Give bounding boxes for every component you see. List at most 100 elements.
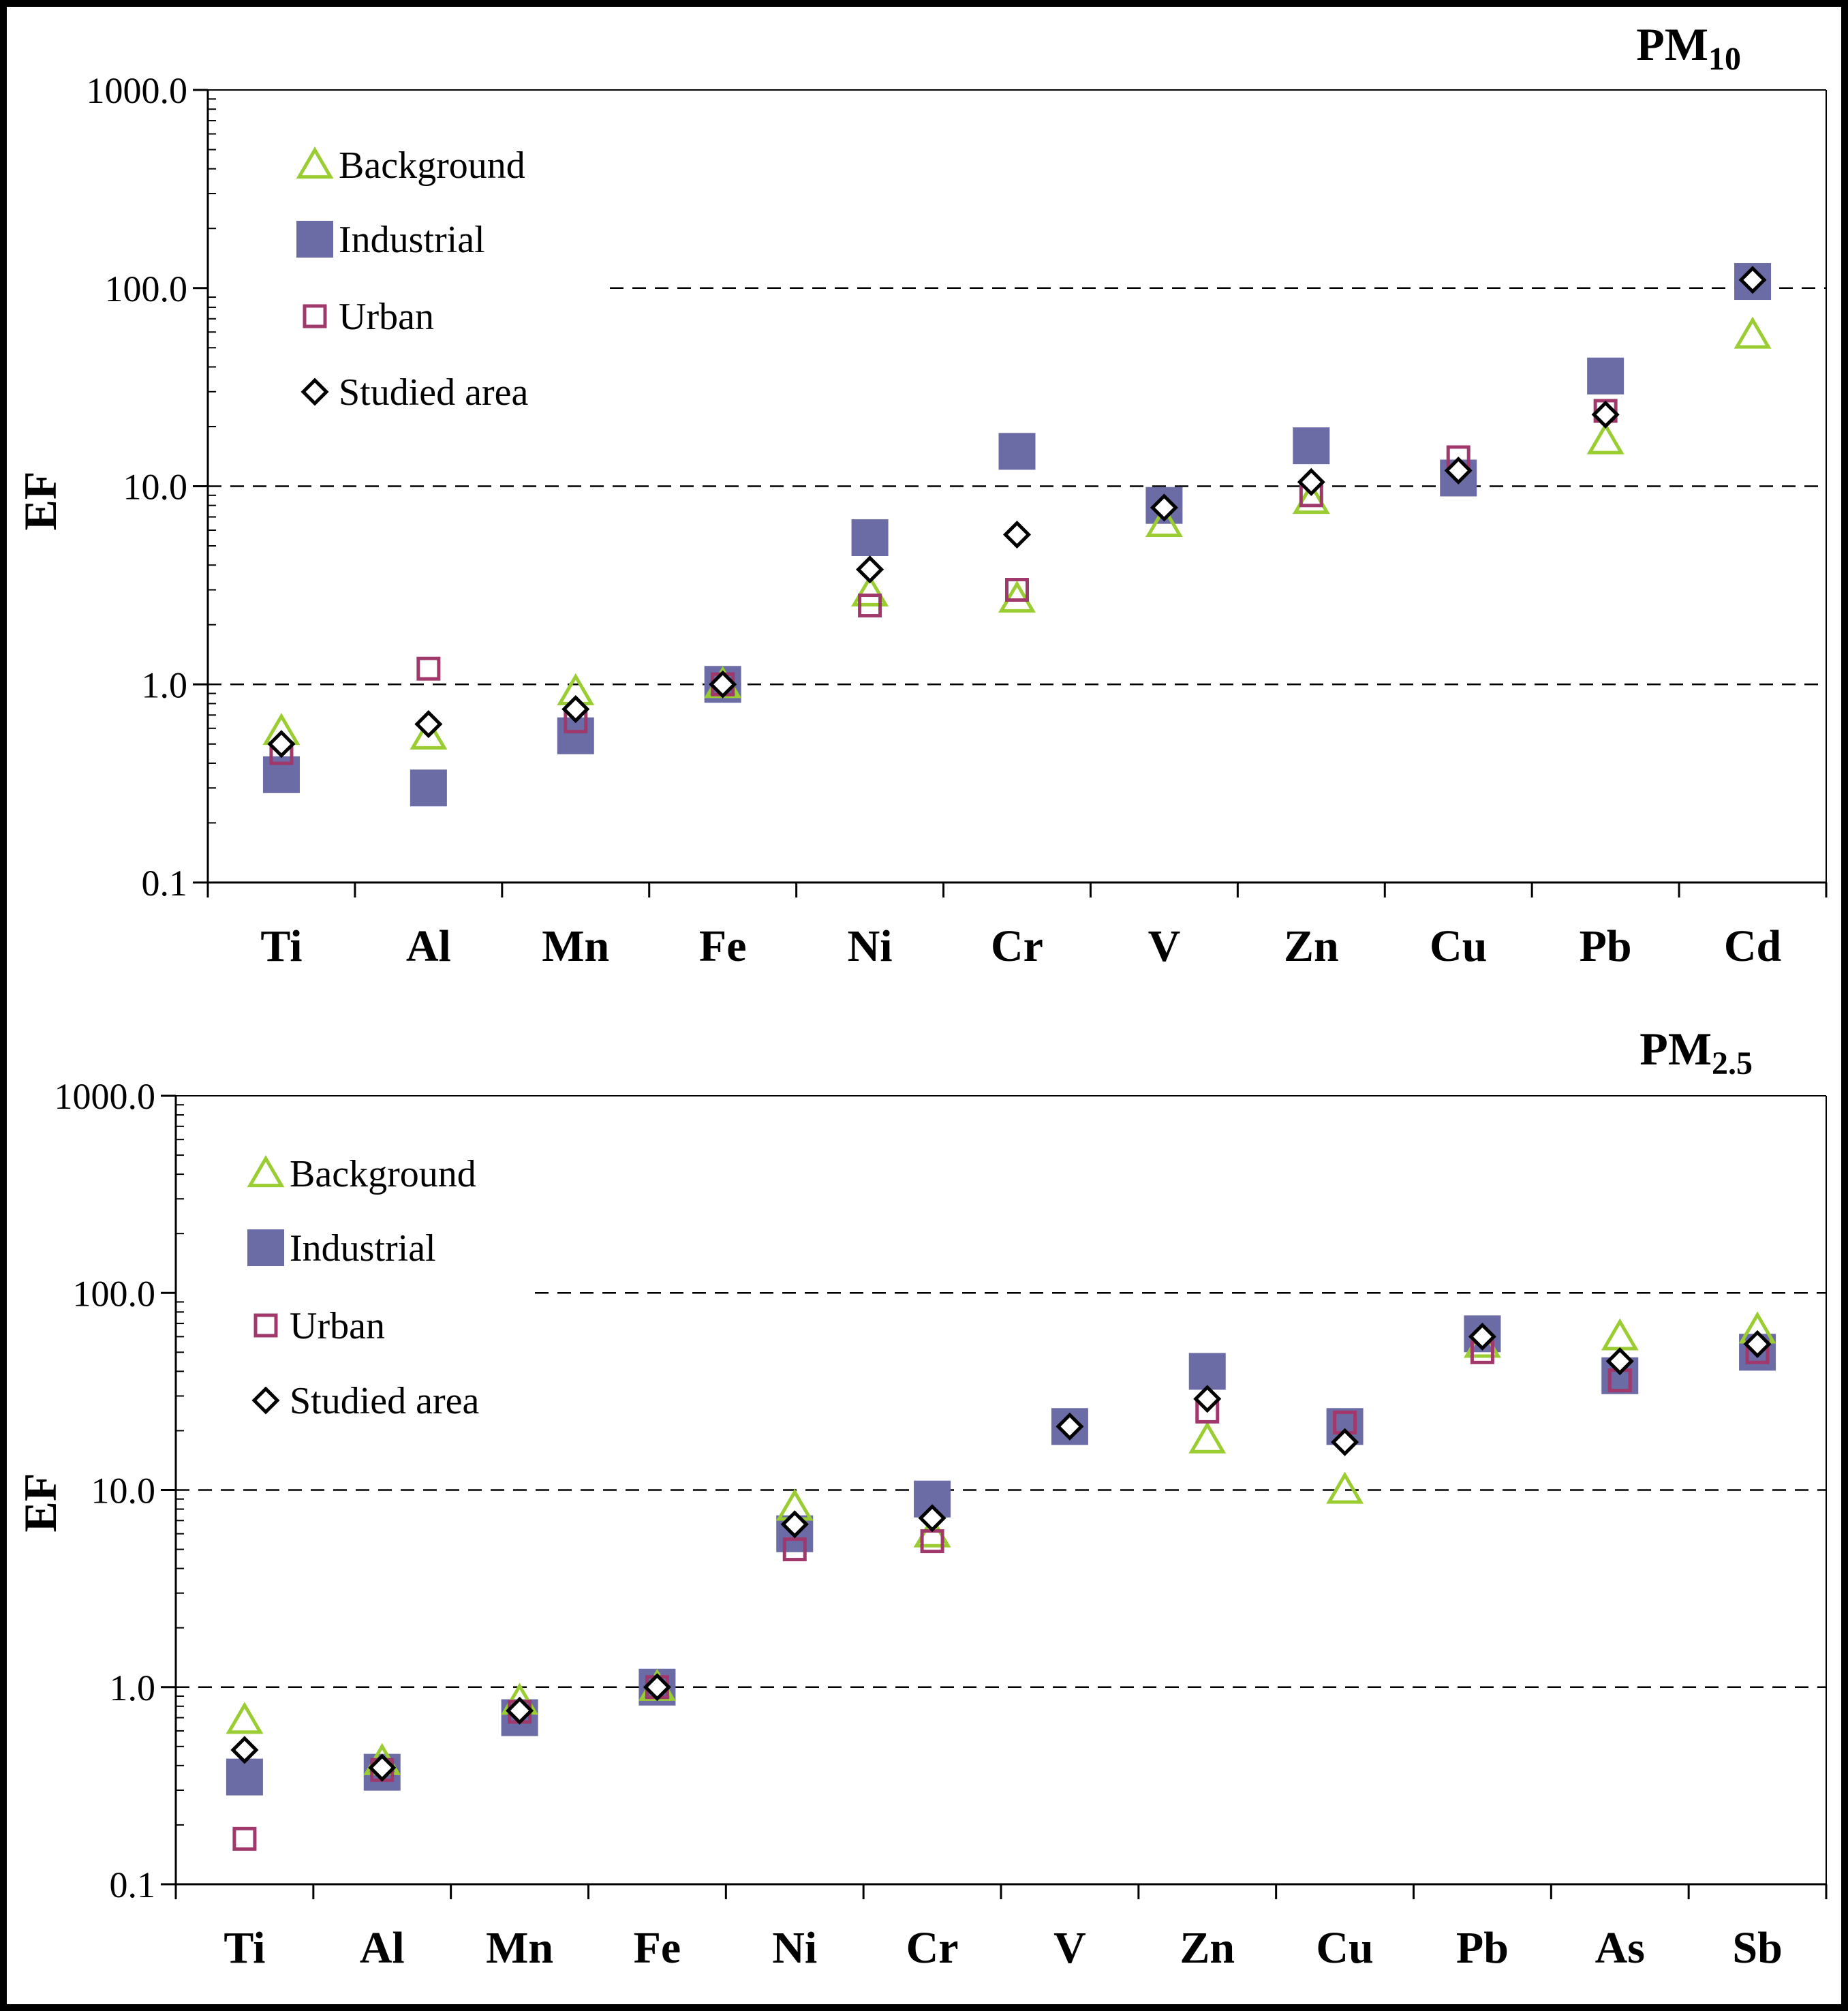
gridlines	[176, 1292, 1826, 1688]
marker-studied-area-ti	[267, 730, 296, 758]
marker-industrial-zn	[1293, 427, 1330, 465]
x-tick-label: Pb	[1456, 1923, 1509, 1973]
marker-studied-area-al	[368, 1753, 397, 1782]
x-tick-label: Sb	[1732, 1923, 1782, 1973]
marker-studied-area-ni	[856, 555, 884, 584]
marker-background-al	[410, 717, 448, 750]
marker-studied-area-mn	[506, 1696, 534, 1725]
legend-label-urban: Urban	[290, 1305, 385, 1347]
gridlines	[208, 287, 1826, 686]
legend-marker-industrial	[247, 1229, 284, 1266]
chart-title: PM2.5	[1639, 1023, 1753, 1081]
x-tick-label: V	[1053, 1923, 1086, 1973]
marker-studied-area-ti	[230, 1736, 259, 1764]
legend-label-background: Background	[290, 1153, 476, 1195]
legend-label-urban: Urban	[339, 296, 434, 338]
marker-background-ti	[226, 1702, 264, 1734]
x-tick-label: Ti	[224, 1923, 265, 1973]
marker-urban-ni	[858, 594, 882, 618]
marker-background-zn	[1188, 1421, 1227, 1454]
y-tick-label: 100.0	[105, 268, 188, 309]
marker-industrial-mn	[557, 717, 594, 754]
y-axis: 1000.0 100.0 10.0 1.0 0.1	[55, 1076, 1827, 1905]
y-tick-label: 0.1	[142, 863, 188, 904]
marker-studied-area-zn	[1297, 467, 1325, 496]
x-tick-label: Cr	[991, 921, 1043, 971]
marker-studied-area-as	[1605, 1347, 1634, 1376]
marker-studied-area-pb	[1591, 400, 1620, 429]
x-tick-label: Cu	[1316, 1923, 1373, 1973]
x-tick-label: Al	[406, 921, 451, 971]
x-tick-label: Ni	[848, 921, 893, 971]
x-tick-label: Zn	[1284, 921, 1339, 971]
marker-background-ni	[851, 574, 889, 607]
legend-label-industrial: Industrial	[290, 1227, 436, 1270]
marker-studied-area-fe	[643, 1673, 671, 1702]
x-axis: Ti Al Mn Fe Ni Cr V Zn Cu Pb As Sb	[174, 1883, 1828, 1973]
y-tick-label: 1000.0	[55, 1076, 156, 1117]
legend-marker-studied-area	[301, 378, 329, 406]
marker-background-cr	[998, 580, 1036, 613]
y-tick-label: 10.0	[91, 1471, 156, 1511]
y-axis: 1000.0 100.0 10.0 1.0 0.1	[87, 70, 1827, 904]
y-tick-label: 1.0	[110, 1668, 156, 1708]
marker-industrial-pb	[1587, 357, 1624, 395]
marker-studied-area-zn	[1193, 1385, 1222, 1413]
marker-background-pb	[1586, 422, 1624, 455]
chart-title: PM10	[1636, 18, 1741, 77]
marker-background-zn	[1292, 482, 1330, 515]
y-axis-label: EF	[14, 1473, 66, 1533]
chart-panel-pm2-5: PM2.5 1000.0 100.0 10.0 1.0 0.1 Ti Al Mn Fe Ni Cr…	[14, 1023, 1828, 1973]
x-tick-label: Pb	[1580, 921, 1632, 971]
data-markers	[226, 1311, 1776, 1851]
y-tick-label: 0.1	[110, 1864, 156, 1905]
data-markers	[262, 263, 1772, 807]
y-tick-label: 1.0	[142, 664, 188, 705]
legend-marker-background	[296, 147, 334, 179]
x-tick-label: Ni	[772, 1923, 817, 1973]
marker-studied-area-ni	[780, 1510, 809, 1539]
legend-label-background: Background	[339, 144, 525, 187]
legend-marker-industrial	[296, 221, 333, 258]
marker-urban-cr	[1005, 578, 1029, 602]
marker-studied-area-cr	[1002, 520, 1032, 549]
x-tick-label: Ti	[260, 921, 302, 971]
legend-label-industrial: Industrial	[339, 219, 485, 261]
legend-marker-urban	[303, 304, 327, 328]
y-tick-label: 100.0	[73, 1273, 156, 1314]
marker-studied-area-pb	[1468, 1322, 1496, 1351]
marker-studied-area-sb	[1743, 1330, 1772, 1358]
marker-studied-area-mn	[561, 695, 590, 724]
marker-studied-area-al	[414, 710, 443, 739]
marker-studied-area-v	[1056, 1412, 1084, 1441]
x-tick-label: Cr	[906, 1923, 959, 1973]
chart-title-subscript: 2.5	[1712, 1045, 1753, 1081]
x-tick-label: V	[1148, 921, 1181, 971]
marker-urban-ti	[232, 1826, 257, 1851]
y-tick-label: 10.0	[123, 467, 188, 508]
x-tick-label: Cu	[1430, 921, 1487, 971]
y-tick-label: 1000.0	[87, 70, 188, 111]
x-tick-label: Fe	[699, 921, 747, 971]
marker-studied-area-v	[1150, 493, 1178, 522]
legend: Background Industrial Urban Studied area	[247, 1153, 479, 1422]
legend: Background Industrial Urban Studied area	[296, 144, 528, 414]
legend-label-studied-area: Studied area	[290, 1380, 479, 1422]
x-tick-label: Cd	[1724, 921, 1781, 971]
marker-industrial-ni	[851, 519, 889, 556]
marker-background-cu	[1326, 1471, 1364, 1504]
marker-urban-ni	[782, 1537, 807, 1562]
marker-industrial-al	[410, 769, 447, 807]
legend-marker-studied-area	[251, 1386, 280, 1415]
marker-studied-area-cu	[1331, 1428, 1359, 1456]
marker-studied-area-fe	[709, 670, 737, 699]
x-axis: Ti Al Mn Fe Ni Cr V Zn Cu Pb Cd	[206, 881, 1828, 971]
legend-marker-background	[247, 1155, 285, 1188]
legend-marker-urban	[253, 1313, 278, 1338]
x-tick-label: Mn	[542, 921, 609, 971]
x-tick-label: Fe	[634, 1923, 681, 1973]
x-tick-label: Zn	[1180, 1923, 1235, 1973]
marker-background-v	[1145, 504, 1183, 537]
marker-urban-al	[416, 656, 441, 681]
